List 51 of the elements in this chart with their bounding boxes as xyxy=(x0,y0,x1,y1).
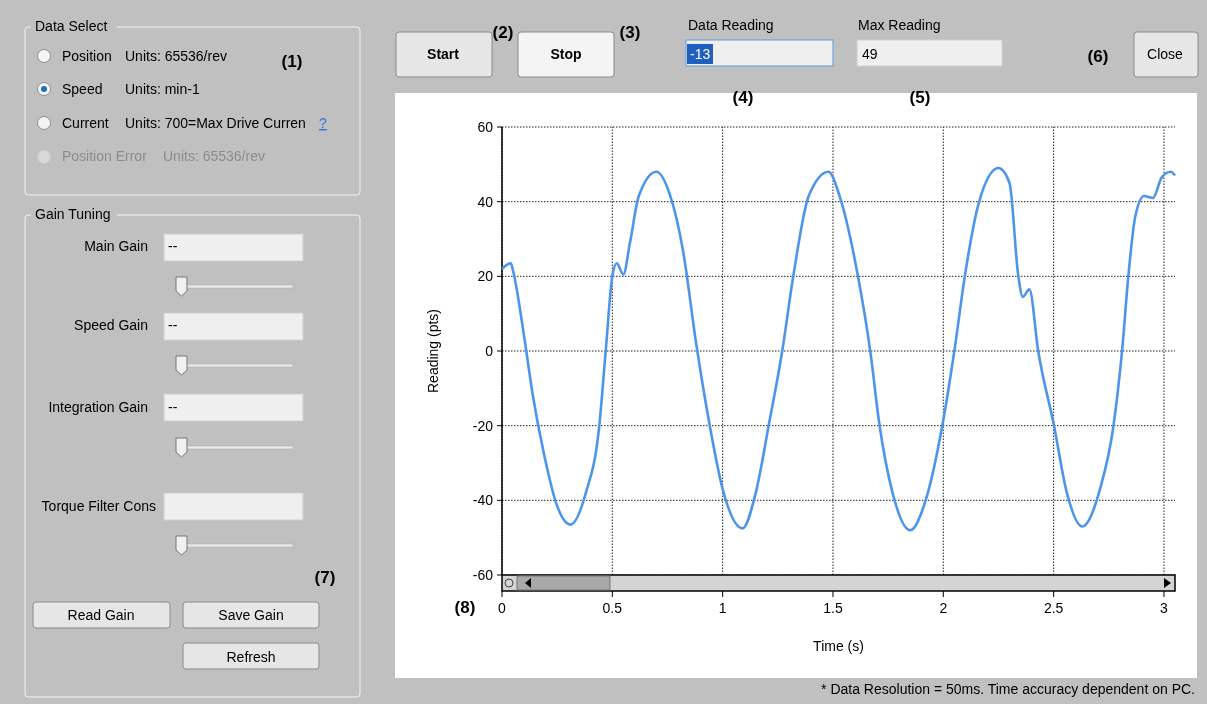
text: Start xyxy=(427,46,460,62)
y-tick-label: 0 xyxy=(485,342,494,359)
text: -- xyxy=(168,399,178,415)
y-tick-label: -20 xyxy=(472,417,494,434)
text: * Data Resolution = 50ms. Time accuracy dependent on PC. xyxy=(821,681,1195,697)
text: Close xyxy=(1147,46,1184,62)
text: (5) xyxy=(909,88,931,107)
text: Integration Gain xyxy=(48,399,148,415)
text: Speed Gain xyxy=(74,317,148,333)
x-tick-label: 0 xyxy=(498,600,507,616)
text: Data Reading xyxy=(688,17,774,33)
text: Gain Tuning xyxy=(35,206,111,222)
y-tick-label: -60 xyxy=(472,566,494,583)
x-tick-label: 2.5 xyxy=(1043,600,1064,616)
text: ? xyxy=(319,115,327,131)
text: -- xyxy=(168,317,178,333)
y-tick-label: 40 xyxy=(477,193,494,210)
text: Stop xyxy=(550,46,582,62)
text: Torque Filter Cons xyxy=(41,498,156,514)
x-tick-label: 1 xyxy=(718,600,727,616)
text: 49 xyxy=(862,46,878,62)
y-axis-title: Reading (pts) xyxy=(425,308,441,394)
y-tick-label: 60 xyxy=(477,118,494,135)
text: Current xyxy=(62,115,109,131)
text: -- xyxy=(168,238,178,254)
text: Units: 65536/rev xyxy=(125,48,227,64)
line-series xyxy=(500,166,1177,532)
text: (1) xyxy=(281,52,303,71)
x-tick-label: 1.5 xyxy=(823,600,843,616)
y-tick-label: -40 xyxy=(472,492,494,509)
text: Position xyxy=(62,48,112,64)
x-tick-label: 0.5 xyxy=(602,600,623,616)
text: (6) xyxy=(1087,47,1109,66)
y-tick-label: 20 xyxy=(477,268,494,285)
text: Main Gain xyxy=(84,238,148,254)
text: Units: min-1 xyxy=(125,81,200,97)
text: Save Gain xyxy=(218,607,284,623)
text: (8) xyxy=(454,598,476,617)
text: Read Gain xyxy=(67,607,135,623)
text: Data Select xyxy=(35,18,108,34)
x-tick-label: 2 xyxy=(939,600,948,616)
x-tick-label: 3 xyxy=(1160,600,1169,616)
x-axis-title: Time (s) xyxy=(813,638,864,654)
text: Max Reading xyxy=(858,17,941,33)
text: (3) xyxy=(619,23,641,42)
text: (2) xyxy=(492,23,514,42)
text: Units: 700=Max Drive Curren xyxy=(125,115,306,131)
text: (4) xyxy=(732,88,754,107)
text: (7) xyxy=(314,568,336,587)
text: Refresh xyxy=(226,649,276,665)
text: Speed xyxy=(62,81,103,97)
